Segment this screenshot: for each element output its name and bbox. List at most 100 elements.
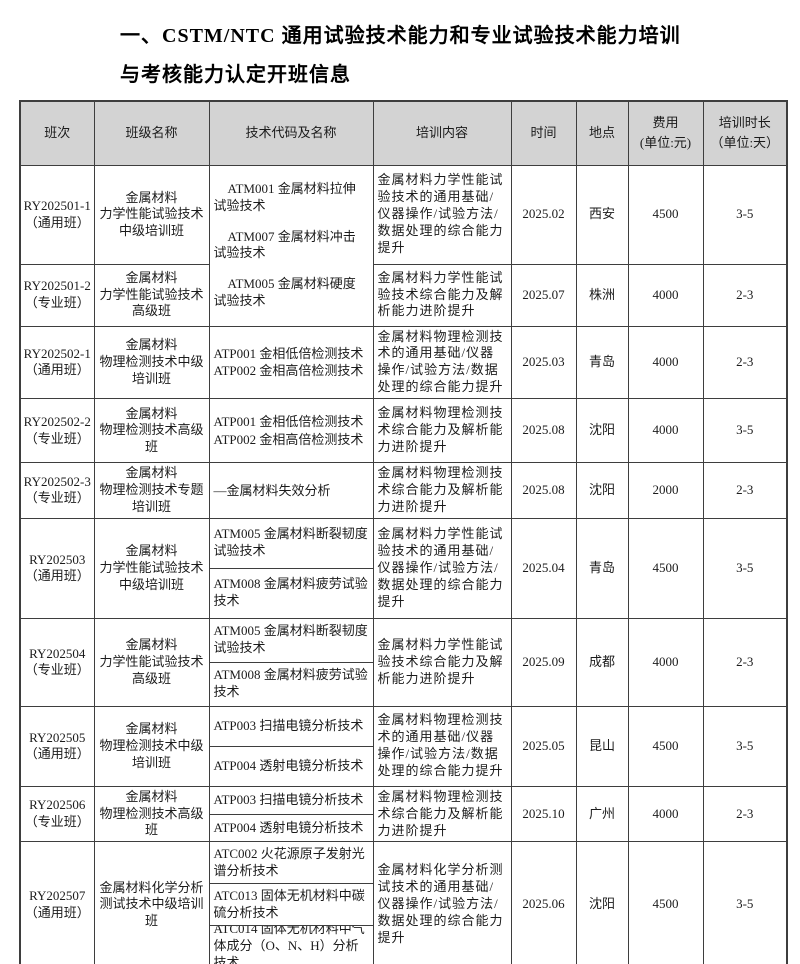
time-cell: 2025.07	[510, 263, 577, 327]
time-cell: 2025.08	[510, 462, 577, 519]
location-cell: 成都	[575, 617, 629, 707]
header-class-name: 班级名称	[93, 100, 210, 166]
tech-code-cell: ATM005 金属材料断裂韧度试验技术 ATM008 金属材料疲劳试验技术	[208, 617, 374, 707]
class-name-cell: 金属材料化学分析 测试技术中级培训 班	[93, 841, 210, 964]
duration-cell: 2-3	[702, 617, 788, 707]
class-no-cell: RY202501-2 （专业班）	[19, 263, 95, 327]
class-no-cell: RY202507 （通用班）	[19, 841, 95, 964]
class-no-cell: RY202506 （专业班）	[19, 785, 95, 843]
time-cell: 2025.05	[510, 705, 577, 787]
class-no-cell: RY202502-1 （通用班）	[19, 325, 95, 400]
tech-code-list: ATM001 金属材料拉伸试验技术 ATM007 金属材料冲击试验技术 ATM0…	[210, 166, 372, 325]
tech-code-entry: ATP002 金相高倍检测技术	[213, 363, 364, 379]
tech-code-list: ATP003 扫描电镜分析技术 ATP004 透射电镜分析技术	[210, 787, 372, 841]
location-cell: 青岛	[575, 325, 629, 400]
table-row: RY202502-2 （专业班） 金属材料 物理检测技术高级 班 ATP001 …	[19, 398, 788, 464]
table-row: RY202505 （通用班） 金属材料 物理检测技术中级 培训班 ATP003 …	[19, 705, 788, 787]
class-name-cell: 金属材料 物理检测技术中级 培训班	[93, 325, 210, 400]
fee-cell: 4000	[627, 325, 704, 400]
page-title-line-2: 与考核能力认定开班信息	[120, 64, 351, 86]
class-name-cell: 金属材料 力学性能试验技术 高级班	[93, 263, 210, 327]
location-cell: 西安	[575, 164, 629, 265]
training-content-cell: 金属材料力学性能试验技术综合能力及解析能力进阶提升	[372, 263, 512, 327]
class-name-cell: 金属材料 力学性能试验技术 高级班	[93, 617, 210, 707]
location-cell: 广州	[575, 785, 629, 843]
header-content: 培训内容	[372, 100, 512, 166]
tech-code-list: —金属材料失效分析	[210, 480, 372, 502]
table-row: RY202506 （专业班） 金属材料 物理检测技术高级 班 ATP003 扫描…	[19, 785, 788, 843]
header-location: 地点	[575, 100, 629, 166]
class-name-cell: 金属材料 力学性能试验技术 中级培训班	[93, 164, 210, 265]
class-no-cell: RY202501-1 （通用班）	[19, 164, 95, 265]
time-cell: 2025.04	[510, 517, 577, 619]
training-content-cell: 金属材料力学性能试验技术的通用基础/仪器操作/试验方法/数据处理的综合能力提升	[372, 517, 512, 619]
tech-code-entry: ATP001 金相低倍检测技术	[213, 345, 364, 361]
class-no-cell: RY202502-2 （专业班）	[19, 398, 95, 464]
table-row: RY202502-1 （通用班） 金属材料 物理检测技术中级 培训班 ATP00…	[19, 325, 788, 400]
tech-code-cell: ATC002 火花源原子发射光谱分析技术 ATC013 固体无机材料中碳硫分析技…	[208, 841, 374, 964]
class-no-cell: RY202503 （通用班）	[19, 517, 95, 619]
header-duration: 培训时长 （单位:天）	[702, 100, 788, 166]
class-no-cell: RY202505 （通用班）	[19, 705, 95, 787]
duration-cell: 3-5	[702, 705, 788, 787]
table-header-row: 班次 班级名称 技术代码及名称 培训内容 时间 地点 费用 (单位:元) 培训时…	[19, 100, 788, 166]
tech-code-entry: ATP003 扫描电镜分析技术	[213, 717, 364, 733]
header-class-no: 班次	[19, 100, 95, 166]
location-cell: 株洲	[575, 263, 629, 327]
table-row: RY202501-1 （通用班） 金属材料 力学性能试验技术 中级培训班 ATM…	[19, 164, 788, 327]
fee-cell: 2000	[627, 462, 704, 519]
time-cell: 2025.10	[510, 785, 577, 843]
location-cell: 沈阳	[575, 841, 629, 964]
training-content-cell: 金属材料物理检测技术的通用基础/仪器操作/试验方法/数据处理的综合能力提升	[372, 325, 512, 400]
duration-cell: 3-5	[702, 164, 788, 265]
tech-code-cell: ATM005 金属材料断裂韧度试验技术 ATM008 金属材料疲劳试验技术	[208, 517, 374, 619]
location-cell: 青岛	[575, 517, 629, 619]
class-name-cell: 金属材料 物理检测技术专题 培训班	[93, 462, 210, 519]
time-cell: 2025.09	[510, 617, 577, 707]
training-content-cell: 金属材料物理检测技术综合能力及解析能力进阶提升	[372, 398, 512, 464]
time-cell: 2025.03	[510, 325, 577, 400]
table-row: RY202501-2 （专业班） 金属材料 力学性能试验技术 高级班 金属材料力…	[19, 263, 788, 327]
training-content-cell: 金属材料物理检测技术综合能力及解析能力进阶提升	[372, 785, 512, 843]
tech-code-entry: ATM007 金属材料冲击试验技术	[213, 228, 356, 261]
location-cell: 沈阳	[575, 462, 629, 519]
page-title: 一、CSTM/NTC 通用试验技术能力和专业试验技术能力培训 与考核能力认定开班…	[120, 25, 760, 86]
tech-code-entry: ATP004 透射电镜分析技术	[210, 745, 372, 786]
training-content-cell: 金属材料化学分析测试技术的通用基础/仪器操作/试验方法/数据处理的综合能力提升	[372, 841, 512, 964]
class-name-cell: 金属材料 力学性能试验技术 中级培训班	[93, 517, 210, 619]
fee-cell: 4500	[627, 705, 704, 787]
duration-cell: 3-5	[702, 517, 788, 619]
tech-code-cell: ATP003 扫描电镜分析技术 ATP004 透射电镜分析技术	[208, 705, 374, 787]
class-no-cell: RY202502-3 （专业班）	[19, 462, 95, 519]
tech-code-entry: ATC002 火花源原子发射光谱分析技术	[213, 845, 365, 878]
training-content-cell: 金属材料力学性能试验技术综合能力及解析能力进阶提升	[372, 617, 512, 707]
table-row: RY202504 （专业班） 金属材料 力学性能试验技术 高级班 ATM005 …	[19, 617, 788, 707]
class-no-cell: RY202504 （专业班）	[19, 617, 95, 707]
fee-cell: 4500	[627, 841, 704, 964]
tech-code-list: ATP001 金相低倍检测技术 ATP002 金相高倍检测技术	[210, 411, 372, 450]
duration-cell: 2-3	[702, 325, 788, 400]
fee-cell: 4000	[627, 263, 704, 327]
tech-code-cell: ATP001 金相低倍检测技术 ATP002 金相高倍检测技术	[208, 398, 374, 464]
duration-cell: 3-5	[702, 841, 788, 964]
header-time: 时间	[510, 100, 577, 166]
location-cell: 沈阳	[575, 398, 629, 464]
tech-code-list: ATC002 火花源原子发射光谱分析技术 ATC013 固体无机材料中碳硫分析技…	[210, 843, 372, 964]
header-tech-code: 技术代码及名称	[208, 100, 374, 166]
header-fee: 费用 (单位:元)	[627, 100, 704, 166]
training-schedule-table: 班次 班级名称 技术代码及名称 培训内容 时间 地点 费用 (单位:元) 培训时…	[19, 100, 788, 964]
training-content-cell: 金属材料物理检测技术综合能力及解析能力进阶提升	[372, 462, 512, 519]
time-cell: 2025.06	[510, 841, 577, 964]
training-content-cell: 金属材料力学性能试验技术的通用基础/仪器操作/试验方法/数据处理的综合能力提升	[372, 164, 512, 265]
time-cell: 2025.02	[510, 164, 577, 265]
tech-code-entry: —金属材料失效分析	[213, 482, 331, 498]
tech-code-list: ATP001 金相低倍检测技术 ATP002 金相高倍检测技术	[210, 343, 372, 382]
tech-code-cell: —金属材料失效分析	[208, 462, 374, 519]
fee-cell: 4500	[627, 164, 704, 265]
tech-code-entry: ATP003 扫描电镜分析技术	[213, 791, 364, 807]
tech-code-list: ATM005 金属材料断裂韧度试验技术 ATM008 金属材料疲劳试验技术	[210, 619, 372, 705]
tech-code-entry: ATC014 固体无机材料中气体成分（O、N、H）分析技术	[210, 925, 372, 964]
tech-code-entry: ATM005 金属材料断裂韧度试验技术	[213, 623, 368, 656]
fee-cell: 4000	[627, 785, 704, 843]
